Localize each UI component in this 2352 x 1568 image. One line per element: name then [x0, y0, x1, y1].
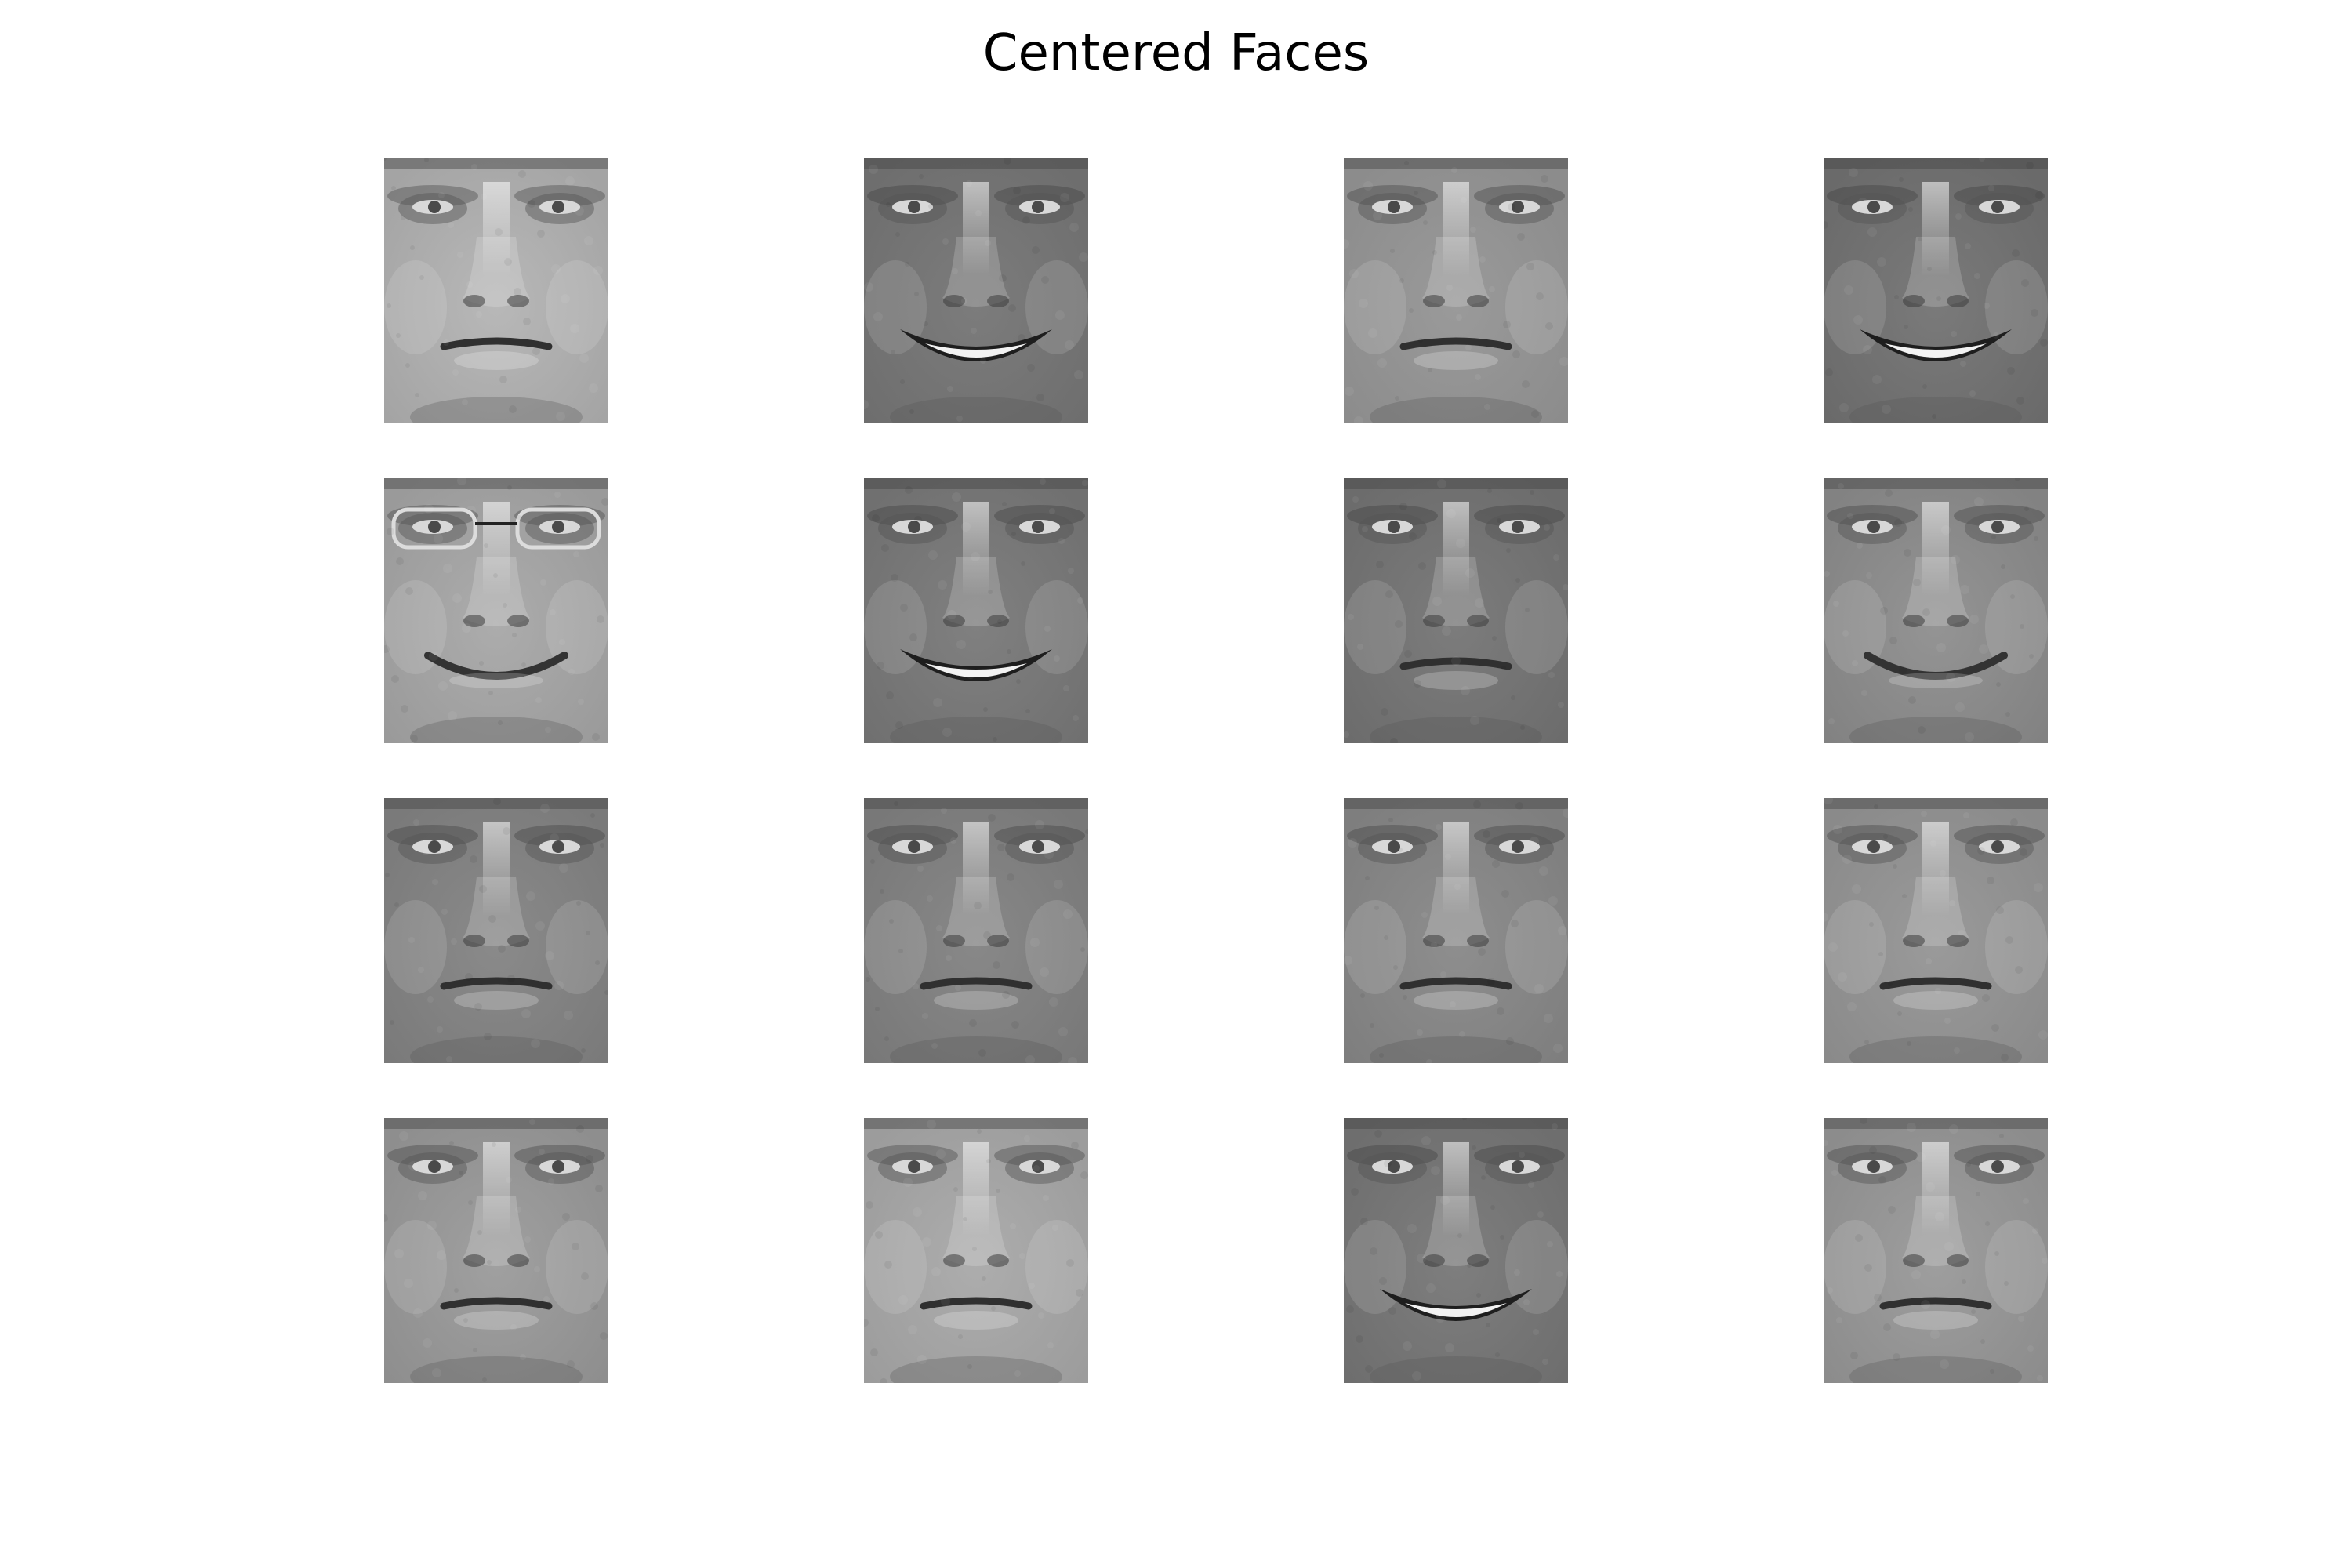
face-image-16 — [1824, 1118, 2048, 1383]
figure-title: Centered Faces — [982, 24, 1370, 82]
face-image-11 — [1344, 798, 1568, 1063]
face-image-1 — [384, 158, 608, 423]
face-image-15 — [1344, 1118, 1568, 1383]
face-image-12 — [1824, 798, 2048, 1063]
face-image-13 — [384, 1118, 608, 1383]
face-image-2 — [864, 158, 1088, 423]
face-image-8 — [1824, 478, 2048, 743]
face-image-9 — [384, 798, 608, 1063]
face-image-10 — [864, 798, 1088, 1063]
face-grid — [384, 158, 2048, 1383]
face-image-4 — [1824, 158, 2048, 423]
face-image-3 — [1344, 158, 1568, 423]
face-image-5 — [384, 478, 608, 743]
face-image-14 — [864, 1118, 1088, 1383]
face-image-6 — [864, 478, 1088, 743]
face-image-7 — [1344, 478, 1568, 743]
